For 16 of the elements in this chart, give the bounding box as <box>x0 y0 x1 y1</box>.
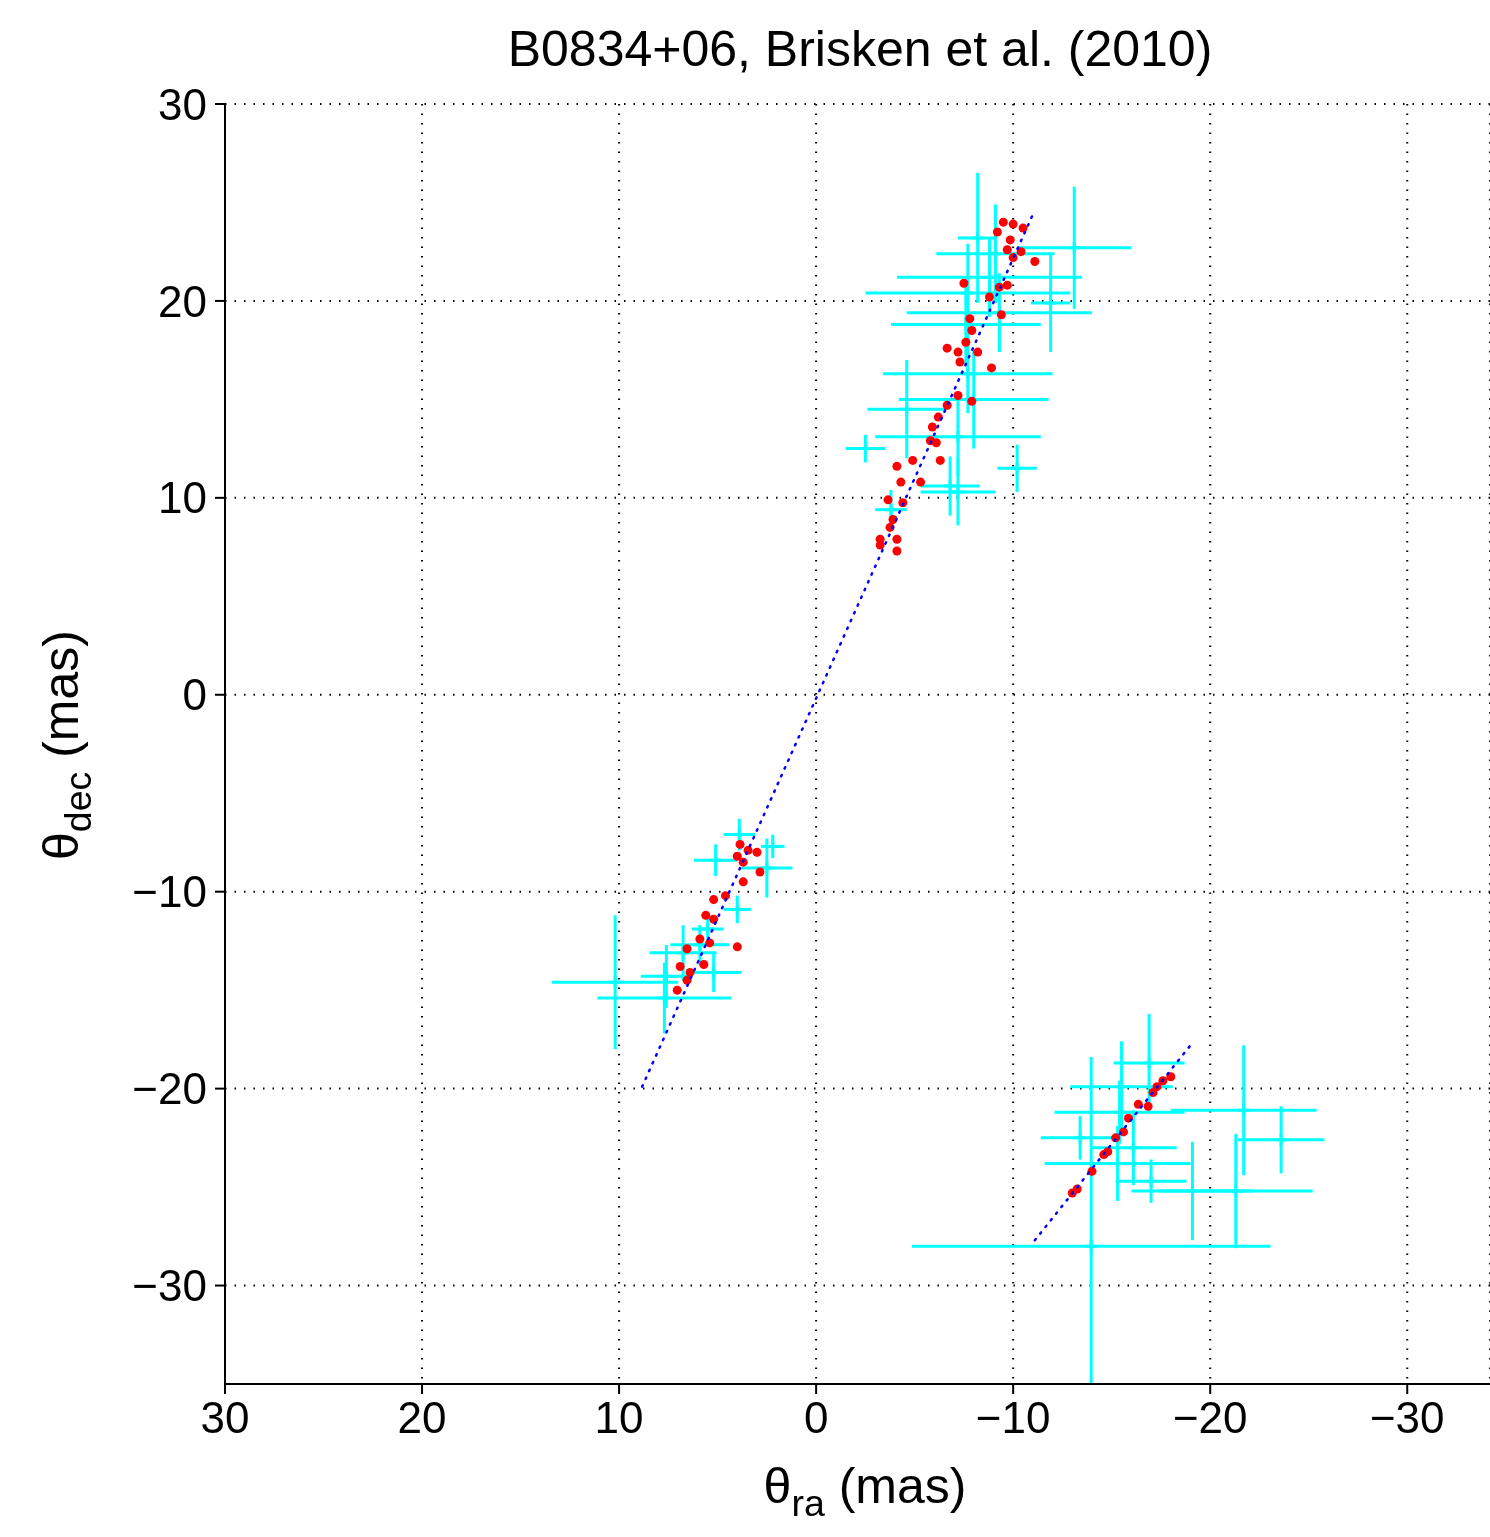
x-tick-label: −10 <box>975 1393 1051 1443</box>
x-axis-title: θ$_{ra}$ (mas) <box>763 1458 967 1525</box>
chart-title: B0834+06, Brisken et al. (2010) <box>507 21 1213 77</box>
x-tick-label: −30 <box>1369 1393 1445 1443</box>
x-tick-label: 10 <box>594 1393 644 1443</box>
y-tick-label: −30 <box>132 1261 207 1311</box>
x-tick-label: 30 <box>200 1393 250 1443</box>
y-tick-label: 10 <box>158 473 207 523</box>
y-tick-label: −10 <box>132 867 207 917</box>
y-tick-label: 0 <box>182 670 207 720</box>
x-tick-label: −20 <box>1172 1393 1248 1443</box>
x-tick-label: 20 <box>397 1393 447 1443</box>
y-tick-label: 20 <box>158 276 207 326</box>
y-tick-label: 30 <box>158 79 207 129</box>
x-tick-label: 0 <box>803 1393 829 1443</box>
y-tick-label: −20 <box>132 1064 207 1114</box>
